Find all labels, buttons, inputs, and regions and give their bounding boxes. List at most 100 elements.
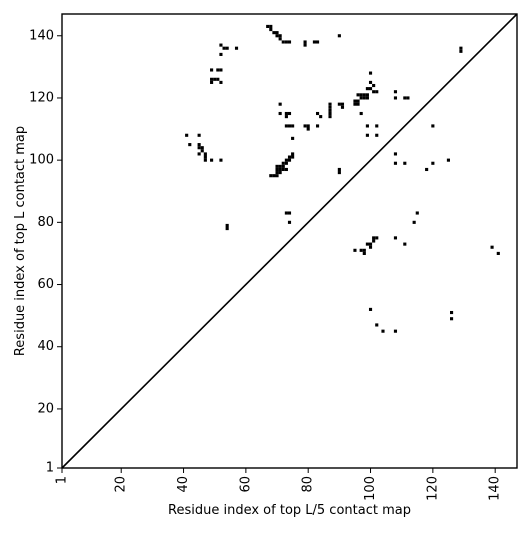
contact-point: [275, 167, 279, 172]
contact-point: [272, 174, 276, 178]
contact-point: [368, 71, 373, 75]
contact-point: [278, 171, 282, 175]
contact-point: [287, 158, 292, 162]
y-tick-label: 40: [37, 339, 54, 354]
contact-point: [281, 161, 285, 165]
contact-point: [353, 248, 357, 252]
contact-point: [284, 40, 288, 44]
contact-point: [315, 111, 320, 116]
contact-point: [197, 146, 201, 150]
x-tick-label: 80: [301, 476, 316, 493]
contact-point: [415, 211, 419, 215]
contact-point: [431, 161, 435, 165]
contact-point: [403, 161, 407, 165]
contact-point: [210, 80, 214, 84]
contact-point: [284, 158, 288, 162]
contact-point: [284, 161, 288, 165]
contact-point: [353, 99, 357, 103]
contact-point: [284, 111, 288, 116]
contact-point: [425, 167, 429, 172]
contact-point: [269, 174, 273, 178]
x-tick-label: 100: [363, 476, 378, 501]
contact-point: [372, 236, 376, 240]
contact-point: [291, 152, 295, 156]
contact-point: [275, 31, 279, 35]
contact-point: [234, 46, 239, 50]
contact-point: [291, 136, 295, 140]
contact-point: [365, 242, 369, 246]
contact-point: [287, 211, 292, 215]
x-tick-label: 140: [488, 476, 503, 501]
contact-point: [200, 146, 204, 150]
contact-point: [275, 34, 279, 38]
contact-point: [450, 310, 454, 315]
x-tick-label: 40: [176, 476, 191, 493]
contact-point: [185, 133, 189, 137]
contact-point: [287, 220, 292, 224]
contact-point: [272, 31, 276, 35]
contact-point: [337, 167, 341, 172]
points-layer: [185, 24, 500, 333]
contact-point: [306, 124, 310, 128]
contact-point: [315, 40, 320, 44]
contact-point: [375, 124, 379, 128]
x-tick-label: 60: [238, 476, 253, 493]
contact-point: [459, 46, 463, 50]
contact-point: [312, 40, 316, 44]
contact-point: [219, 68, 223, 72]
contact-point: [275, 174, 279, 178]
x-tick-label: 1: [55, 476, 70, 484]
contact-point: [412, 220, 416, 224]
contact-point: [328, 111, 332, 116]
contact-point: [210, 68, 214, 72]
contact-point: [225, 227, 229, 231]
contact-point: [365, 96, 369, 100]
x-tick-label: 120: [425, 476, 440, 501]
contact-point: [359, 111, 363, 116]
contact-point: [291, 155, 295, 159]
contact-point: [340, 102, 345, 106]
contact-point: [203, 152, 207, 156]
y-tick-label: 100: [29, 153, 54, 168]
contact-point: [200, 149, 204, 153]
contact-point: [393, 161, 398, 165]
contact-point: [216, 77, 220, 81]
x-ticks: 1 20 40 60 80 100 120 140: [55, 468, 503, 501]
contact-point: [337, 171, 341, 175]
contact-point: [278, 34, 282, 38]
contact-point: [328, 102, 332, 106]
contact-point: [446, 158, 450, 162]
contact-point: [287, 40, 292, 44]
contact-point: [496, 251, 500, 255]
contact-point: [281, 164, 285, 168]
contact-point: [359, 93, 363, 97]
contact-point: [291, 124, 295, 128]
contact-point: [362, 93, 366, 97]
contact-point: [188, 143, 192, 147]
contact-point: [210, 77, 214, 81]
y-tick-label: 80: [37, 215, 54, 230]
y-tick-label: 140: [29, 28, 54, 43]
contact-point: [287, 155, 292, 159]
contact-point: [368, 245, 373, 249]
contact-point: [340, 105, 345, 109]
contact-point: [197, 133, 201, 137]
contact-point: [372, 239, 376, 243]
contact-point: [337, 102, 341, 106]
contact-point: [368, 307, 373, 311]
contact-point: [281, 40, 285, 44]
contact-point: [353, 102, 357, 106]
contact-point: [356, 93, 360, 97]
x-tick-label: 20: [114, 476, 129, 493]
contact-point: [269, 27, 273, 32]
contact-point: [403, 242, 407, 246]
contact-point: [356, 99, 360, 103]
contact-point: [459, 49, 463, 53]
contact-point: [393, 329, 398, 333]
contact-point: [368, 87, 373, 91]
y-tick-label: 60: [37, 277, 54, 292]
contact-point: [278, 167, 282, 172]
contact-point: [362, 96, 366, 100]
contact-point: [368, 80, 373, 84]
contact-point: [315, 124, 320, 128]
